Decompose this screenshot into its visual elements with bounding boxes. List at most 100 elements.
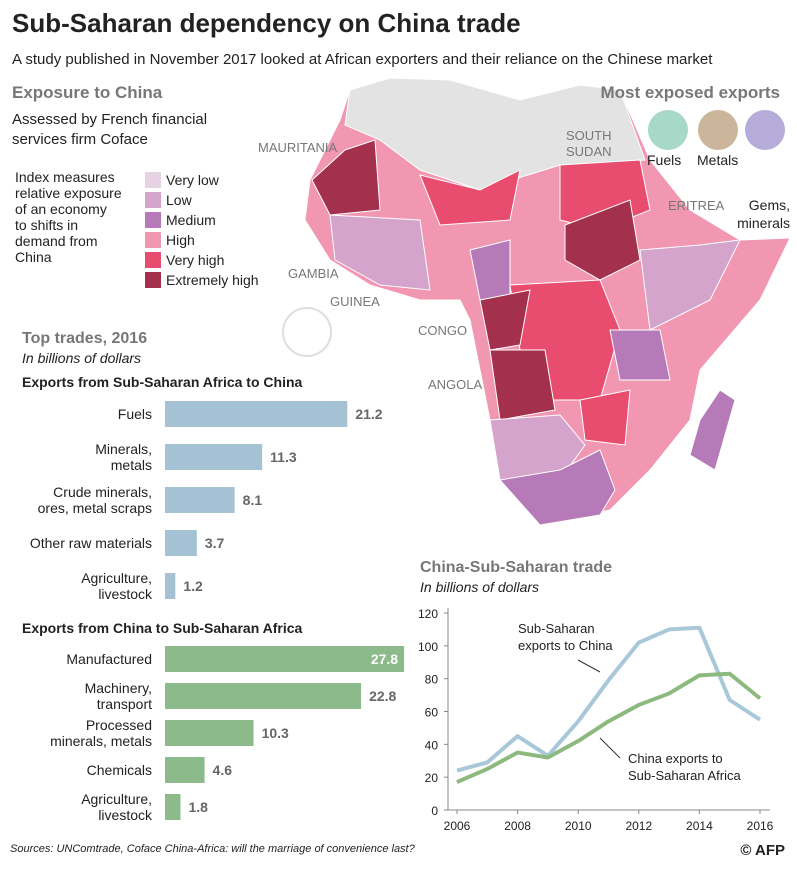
legend-label: Low <box>166 192 193 208</box>
map-region <box>419 169 521 226</box>
country-label-line: SUDAN <box>566 144 612 159</box>
trades-title: Top trades, 2016 <box>22 330 147 347</box>
y-tick-label: 120 <box>418 607 438 621</box>
category-label: Agriculture, livestock <box>81 570 153 602</box>
series-label: Sub-Saharan exports to China <box>518 621 613 653</box>
value-label: 21.2 <box>355 406 382 422</box>
index-text-line: Index measures <box>15 169 115 185</box>
category-label: Machinery, transport <box>85 680 153 712</box>
country-label: GAMBIA <box>288 266 339 281</box>
country-label-line: GUINEA <box>330 294 380 309</box>
y-tick-label: 100 <box>418 640 438 654</box>
category-label-line: transport <box>97 696 152 712</box>
index-text-line: of an economy <box>15 201 107 217</box>
category-label-line: livestock <box>98 807 153 823</box>
map-region <box>311 139 381 216</box>
category-label-line: metals <box>111 457 152 473</box>
map-region <box>689 389 736 471</box>
category-label-line: Crude minerals, <box>53 484 152 500</box>
category-label: Agriculture, livestock <box>81 791 153 823</box>
subtitle: A study published in November 2017 looke… <box>12 51 713 68</box>
y-tick-label: 0 <box>431 804 438 818</box>
country-label: SOUTH SUDAN <box>566 128 612 159</box>
x-tick-label: 2008 <box>504 819 531 833</box>
series-label-line: exports to China <box>518 638 613 653</box>
y-tick-label: 60 <box>425 706 439 720</box>
pointer <box>599 737 621 759</box>
export-icon <box>648 110 688 150</box>
country-label: ANGOLA <box>428 377 483 392</box>
bar-chart-title: Exports from Sub-Saharan Africa to China <box>22 374 303 390</box>
title: Sub-Saharan dependency on China trade <box>12 8 521 38</box>
index-text-line: China <box>15 249 52 265</box>
category-label-line: Chemicals <box>87 762 152 778</box>
category-label-line: ores, metal scraps <box>38 500 152 516</box>
export-label-line: minerals <box>737 215 790 231</box>
category-label-line: Agriculture, <box>81 791 152 807</box>
value-label: 10.3 <box>262 725 289 741</box>
bar <box>165 757 205 783</box>
bar <box>165 720 254 746</box>
country-label-line: ERITREA <box>668 198 725 213</box>
export-label-line: Metals <box>697 152 738 168</box>
category-label: Chemicals <box>87 762 152 778</box>
index-text-line: relative exposure <box>15 185 122 201</box>
source: Sources: UNComtrade, Coface China-Africa… <box>10 843 416 855</box>
value-label: 8.1 <box>243 492 263 508</box>
category-label-line: Agriculture, <box>81 570 152 586</box>
value-label: 1.2 <box>183 578 203 594</box>
bar <box>165 683 362 709</box>
value-label: 4.6 <box>213 762 233 778</box>
x-tick-label: 2016 <box>747 819 774 833</box>
line-chart-subtitle: In billions of dollars <box>420 579 539 595</box>
map-north <box>344 77 646 191</box>
category-label-line: Minerals, <box>95 441 152 457</box>
category-label-line: Processed <box>86 717 152 733</box>
country-label-line: GAMBIA <box>288 266 339 281</box>
value-label: 1.8 <box>188 799 208 815</box>
map-region <box>329 214 431 291</box>
y-tick-label: 80 <box>425 673 439 687</box>
series-label-line: China exports to <box>628 751 723 766</box>
x-tick-label: 2012 <box>625 819 652 833</box>
country-label-line: CONGO <box>418 323 467 338</box>
trades-subtitle: In billions of dollars <box>22 350 141 366</box>
map-region <box>609 329 671 381</box>
pointer <box>577 659 601 673</box>
country-label: CONGO <box>418 323 467 338</box>
x-tick-label: 2010 <box>565 819 592 833</box>
bar <box>165 794 181 820</box>
series-label-line: Sub-Saharan Africa <box>628 768 742 783</box>
value-label: 3.7 <box>205 535 225 551</box>
export-label: Fuels <box>647 152 681 168</box>
series-line <box>456 671 762 784</box>
legend-swatch <box>145 212 161 228</box>
country-label: ERITREA <box>668 198 725 213</box>
index-text: Index measures relative exposure of an eco… <box>15 169 122 265</box>
legend-label: Very low <box>166 172 220 188</box>
legend-swatch <box>145 172 161 188</box>
value-label: 11.3 <box>270 449 297 465</box>
map-region <box>564 199 641 281</box>
category-label: Minerals, metals <box>95 441 152 473</box>
export-label-line: Gems, <box>749 197 790 213</box>
bar <box>165 646 405 672</box>
legend-label: Medium <box>166 212 216 228</box>
category-label-line: Fuels <box>118 406 152 422</box>
category-label-line: Other raw materials <box>30 535 152 551</box>
exports-title: Most exposed exports <box>601 83 781 102</box>
map-region <box>479 289 531 351</box>
legend-label: High <box>166 232 195 248</box>
legend-swatch <box>145 252 161 268</box>
africa-map <box>304 77 791 526</box>
map-region <box>499 449 616 526</box>
bar <box>165 530 197 556</box>
category-label-line: minerals, metals <box>50 733 152 749</box>
country-label: GUINEA <box>330 294 380 309</box>
series-label-line: Sub-Saharan <box>518 621 595 636</box>
legend-swatch <box>145 232 161 248</box>
value-label: 27.8 <box>371 651 398 667</box>
value-label: 22.8 <box>369 688 396 704</box>
logo: © AFP <box>740 842 785 859</box>
